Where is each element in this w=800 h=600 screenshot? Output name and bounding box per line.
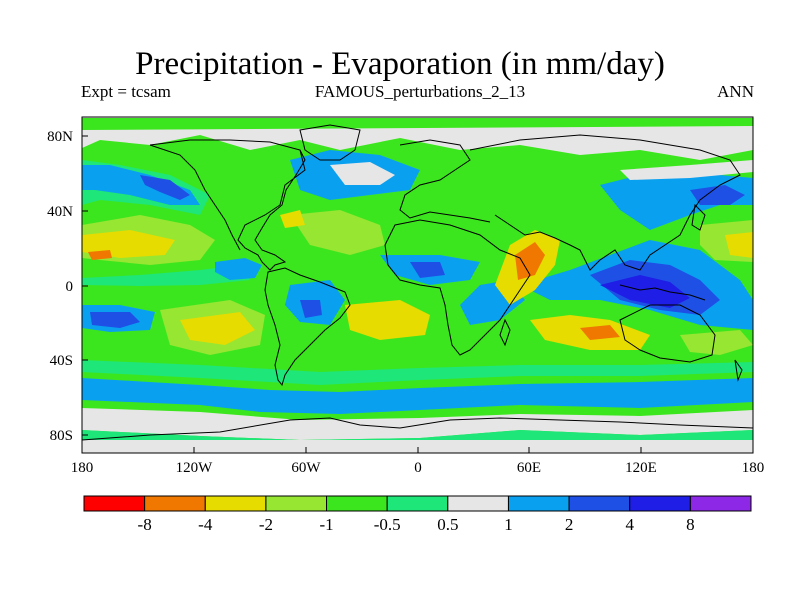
north-pacific-orange-spot xyxy=(88,250,112,260)
colorbar-label: -1 xyxy=(319,515,333,534)
north-america-coastline xyxy=(149,139,306,271)
north-pacific-core xyxy=(140,175,190,200)
north-atlantic-yellow-patch xyxy=(280,210,305,228)
colorbar-swatch xyxy=(144,495,206,512)
colorbar-label: -8 xyxy=(138,515,152,534)
maritime-continent-islands xyxy=(619,284,706,301)
colorbar-swatch xyxy=(204,495,267,512)
colorbar-swatch xyxy=(689,495,752,512)
south-atlantic-dry-zone xyxy=(345,300,430,340)
colorbar-swatch xyxy=(568,495,631,512)
colorbar-label: 1 xyxy=(504,515,513,534)
north-atlantic-dry-zone xyxy=(290,210,385,255)
colorbar-swatch xyxy=(507,495,570,512)
colorbar-swatch xyxy=(629,495,691,512)
colorbar-swatch xyxy=(265,495,328,512)
period-label: ANN xyxy=(717,82,754,101)
japan-coastline xyxy=(691,203,706,231)
amazon-core xyxy=(300,300,322,318)
north-atlantic-grey xyxy=(330,162,395,185)
colorbar-label: 2 xyxy=(565,515,574,534)
plot-title: Precipitation - Evaporation (in mm/day) xyxy=(135,46,665,82)
colorbar-label: -0.5 xyxy=(374,515,401,534)
colorbar-label: -4 xyxy=(198,515,213,534)
lon-tick-0: 0 xyxy=(414,460,422,476)
central-africa-core xyxy=(410,262,445,278)
lon-tick-120e: 120E xyxy=(625,460,657,476)
northwest-pacific-core xyxy=(690,185,745,205)
southern-ocean-teal-band xyxy=(82,360,753,385)
colorbar-swatch xyxy=(83,495,146,512)
colorbar-swatch xyxy=(326,495,388,512)
lon-tick-180e: 180 xyxy=(742,460,765,476)
lat-tick-80n: 80N xyxy=(47,129,73,145)
north-pacific-grey-band xyxy=(620,160,753,180)
pacific-itcz xyxy=(82,265,250,286)
east-pacific-itcz-wet xyxy=(215,258,262,280)
precip-evap-field xyxy=(82,117,753,453)
colorbar-label: 8 xyxy=(686,515,695,534)
southwest-pacific-dry-zone xyxy=(680,330,753,355)
maritime-continent-core xyxy=(600,275,690,308)
lon-tick-180w: 180 xyxy=(71,460,94,476)
lat-tick-80s: 80S xyxy=(50,428,73,444)
lon-tick-120w: 120W xyxy=(176,460,214,476)
longitude-axis: 180 120W 60W 0 60E 120E 180 xyxy=(71,447,765,476)
antarctica-coastline xyxy=(82,417,753,441)
south-america-coastline xyxy=(264,267,351,387)
lon-tick-60w: 60W xyxy=(291,460,321,476)
asia-coastline xyxy=(469,134,741,271)
greenland-coastline xyxy=(299,124,361,161)
latitude-axis: 80N 40N 0 40S 80S xyxy=(47,129,88,444)
africa-coastline xyxy=(384,219,531,356)
horn-of-africa-dry-core xyxy=(515,242,545,280)
madagascar-coastline xyxy=(499,318,511,347)
lat-tick-40n: 40N xyxy=(47,204,73,220)
lat-tick-0: 0 xyxy=(66,279,74,295)
northeast-pacific-dry-core xyxy=(725,232,753,258)
lon-tick-60e: 60E xyxy=(517,460,541,476)
southern-ocean-grey-band xyxy=(82,408,753,440)
run-name-label: FAMOUS_perturbations_2_13 xyxy=(314,82,526,101)
northwest-pacific-storm-track xyxy=(600,170,753,230)
colorbar-swatch xyxy=(386,495,449,512)
coastlines xyxy=(82,124,753,441)
arctic-green-strip xyxy=(82,118,753,130)
west-north-america-coastline xyxy=(149,144,241,251)
experiment-label: Expt = tcsam xyxy=(81,82,171,101)
colorbar: -8 -4 -2 -1 -0.5 0.5 1 2 4 8 xyxy=(83,495,752,534)
new-zealand-coastline xyxy=(734,359,743,382)
south-indian-dry-core xyxy=(580,325,620,340)
colorbar-label: -2 xyxy=(259,515,273,534)
europe-coastline xyxy=(399,139,491,223)
southern-ocean-storm-track xyxy=(82,378,753,414)
southeast-pacific-dry-core xyxy=(180,312,255,345)
colorbar-label: 0.5 xyxy=(437,515,458,534)
australia-coastline xyxy=(619,304,716,363)
colorbar-swatch xyxy=(447,495,509,512)
lat-tick-40s: 40S xyxy=(50,353,73,369)
antarctic-grey-band xyxy=(82,440,753,453)
colorbar-label: 4 xyxy=(625,515,634,534)
south-pacific-core xyxy=(90,312,140,328)
